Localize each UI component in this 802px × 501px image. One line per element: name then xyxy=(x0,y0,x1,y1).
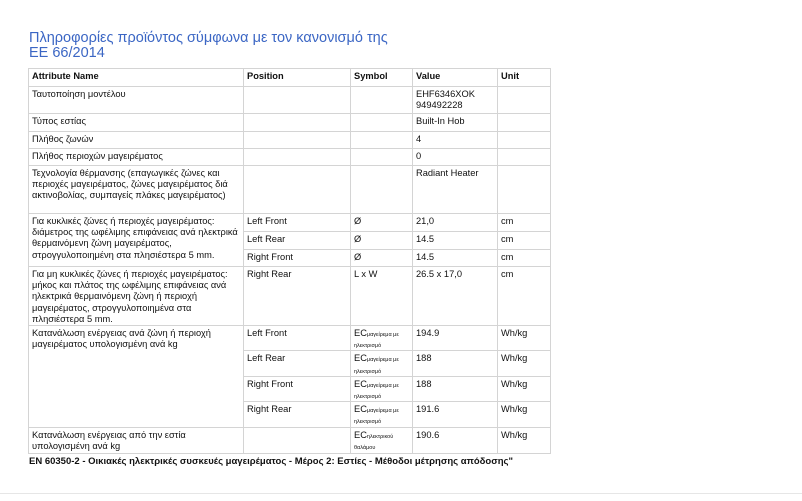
table-row: Κατανάλωση ενέργειας από την εστία υπολο… xyxy=(28,426,551,454)
table-row: Left Rear Ø 14.5 cm xyxy=(29,231,551,250)
attribute-cell: Για μη κυκλικές ζώνες ή περιοχές μαγειρέ… xyxy=(28,265,244,327)
attribute-cell: Για κυκλικές ζώνες ή περιοχές μαγειρέματ… xyxy=(28,213,244,267)
table-row: Right Front ECμαγείρεμα με ηλεκτρισμό 18… xyxy=(29,375,551,403)
table-row: Πλήθος ζωνών 4 xyxy=(28,131,551,149)
symbol-cell: L x W xyxy=(350,265,413,327)
header-position: Position xyxy=(243,68,351,87)
unit-cell: cm xyxy=(497,265,551,327)
standard-footnote: EN 60350-2 - Οικιακές ηλεκτρικές συσκευέ… xyxy=(29,456,513,467)
symbol-cell: ECμαγείρεμα με ηλεκτρισμό xyxy=(350,375,413,403)
value-cell: 14.5 xyxy=(412,231,498,250)
table-row: Πλήθος περιοχών μαγειρέματος 0 xyxy=(28,148,551,166)
symbol-cell: Ø xyxy=(350,213,413,232)
title-line-2: ΕΕ 66/2014 xyxy=(29,45,105,61)
symbol-cell: ECμαγείρεμα με ηλεκτρισμό xyxy=(350,401,413,428)
symbol-cell: Ø xyxy=(350,249,413,267)
value-cell: 194.9 xyxy=(412,325,498,352)
position-cell: Right Front xyxy=(243,249,351,267)
attribute-cell: Ταυτοποίηση μοντέλου xyxy=(28,86,244,114)
value-cell: 4 xyxy=(412,131,498,149)
symbol-cell: ECμαγείρεμα με ηλεκτρισμό xyxy=(350,350,413,377)
header-unit: Unit xyxy=(497,68,551,87)
symbol-main: EC xyxy=(354,404,367,415)
model-code: EHF6346XOK xyxy=(416,89,475,99)
value-cell: 14.5 xyxy=(412,249,498,267)
attribute-cell: Κατανάλωση ενέργειας από την εστία υπολο… xyxy=(28,426,244,454)
position-cell: Right Rear xyxy=(243,265,351,327)
unit-cell: Wh/kg xyxy=(497,325,551,352)
value-cell: 26.5 x 17,0 xyxy=(412,265,498,327)
symbol-subscript: μαγείρεμα με ηλεκτρισμό xyxy=(354,408,399,426)
header-row: Attribute Name Position Symbol Value Uni… xyxy=(28,68,551,87)
position-cell: Right Front xyxy=(243,375,351,403)
symbol-main: EC xyxy=(354,353,367,364)
symbol-main: EC xyxy=(354,328,367,339)
value-cell: Radiant Heater xyxy=(412,165,498,214)
position-cell: Left Front xyxy=(243,213,351,232)
header-value: Value xyxy=(412,68,498,87)
page-title: Πληροφορίες προϊόντος σύμφωνα με τον καν… xyxy=(29,31,388,61)
symbol-cell: ECμαγείρεμα με ηλεκτρισμό xyxy=(350,325,413,352)
header-attribute: Attribute Name xyxy=(28,68,244,87)
attribute-cell: Τεχνολογία θέρμανσης (επαγωγικές ζώνες κ… xyxy=(28,165,244,214)
unit-cell: Wh/kg xyxy=(497,401,551,428)
table-row: Τύπος εστίας Built-In Hob xyxy=(28,113,551,132)
unit-cell: Wh/kg xyxy=(497,375,551,403)
symbol-subscript: μαγείρεμα με ηλεκτρισμό xyxy=(354,382,399,401)
unit-cell: cm xyxy=(497,249,551,267)
position-cell: Left Rear xyxy=(243,350,351,377)
value-cell: 188 xyxy=(412,375,498,403)
position-cell: Left Front xyxy=(243,325,351,352)
unit-cell: cm xyxy=(497,213,551,232)
unit-cell: cm xyxy=(497,231,551,250)
attribute-cell: Πλήθος περιοχών μαγειρέματος xyxy=(28,148,244,166)
value-cell: 21,0 xyxy=(412,213,498,232)
product-info-table: Attribute Name Position Symbol Value Uni… xyxy=(28,68,551,454)
attribute-cell: Κατανάλωση ενέργειας ανά ζώνη ή περιοχή … xyxy=(28,325,244,428)
symbol-subscript: μαγείρεμα με ηλεκτρισμό xyxy=(354,357,399,375)
position-cell: Right Rear xyxy=(243,401,351,428)
value-cell: 190.6 xyxy=(412,426,498,454)
table-row: Τεχνολογία θέρμανσης (επαγωγικές ζώνες κ… xyxy=(28,165,551,214)
symbol-subscript: μαγείρεμα με ηλεκτρισμό xyxy=(354,332,399,350)
table-row: Κατανάλωση ενέργειας ανά ζώνη ή περιοχή … xyxy=(28,325,551,428)
table-row: Ταυτοποίηση μοντέλου EHF6346XOK 949492228 xyxy=(28,86,551,114)
unit-cell: Wh/kg xyxy=(497,350,551,377)
value-cell: 0 xyxy=(412,148,498,166)
title-line-1: Πληροφορίες προϊόντος σύμφωνα με τον καν… xyxy=(29,30,388,46)
model-number: 949492228 xyxy=(416,100,463,111)
attribute-cell: Πλήθος ζωνών xyxy=(28,131,244,149)
table-row: Right Rear ECμαγείρεμα με ηλεκτρισμό 191… xyxy=(29,401,551,428)
table-row: Left Rear ECμαγείρεμα με ηλεκτρισμό 188 … xyxy=(29,350,551,377)
value-cell: Built-In Hob xyxy=(412,113,498,132)
attribute-cell: Τύπος εστίας xyxy=(28,113,244,132)
table-row: Για κυκλικές ζώνες ή περιοχές μαγειρέματ… xyxy=(28,213,551,267)
value-cell: 188 xyxy=(412,350,498,377)
table-row: Για μη κυκλικές ζώνες ή περιοχές μαγειρέ… xyxy=(28,265,551,327)
symbol-cell: ECηλεκτρικού θαλάμου xyxy=(350,426,413,454)
value-cell: 191.6 xyxy=(412,401,498,428)
symbol-main: EC xyxy=(354,429,367,440)
unit-cell: Wh/kg xyxy=(497,426,551,454)
value-cell: EHF6346XOK 949492228 xyxy=(412,86,498,114)
symbol-subscript: ηλεκτρικού θαλάμου xyxy=(354,433,394,451)
page-divider xyxy=(0,493,802,494)
header-symbol: Symbol xyxy=(350,68,413,87)
symbol-cell: Ø xyxy=(350,231,413,250)
position-cell: Left Rear xyxy=(243,231,351,250)
symbol-main: EC xyxy=(354,378,367,389)
